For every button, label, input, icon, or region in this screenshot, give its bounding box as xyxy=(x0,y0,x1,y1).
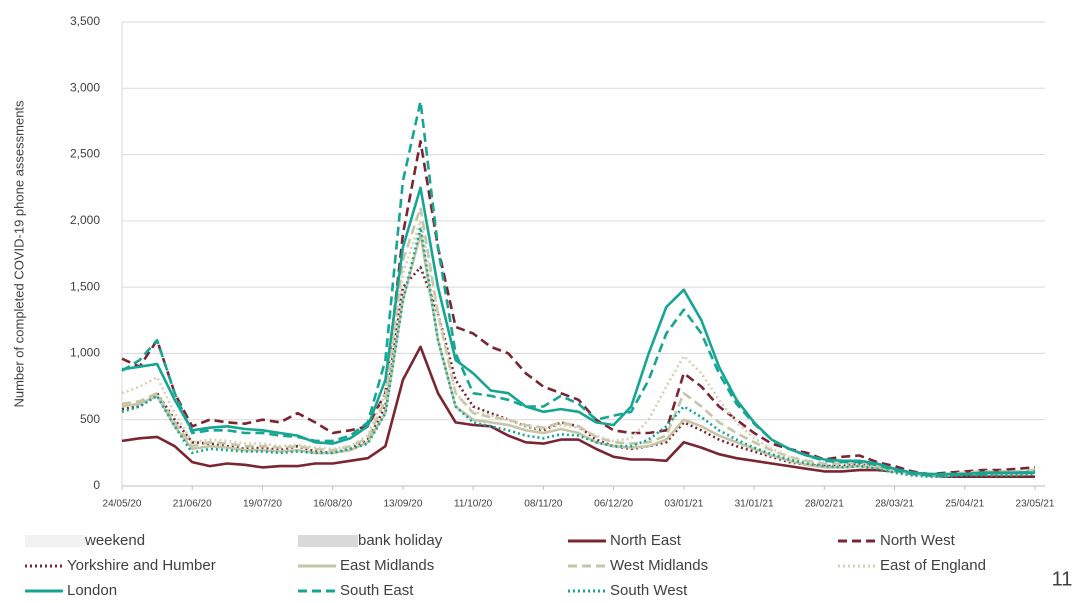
legend-label: East Midlands xyxy=(340,557,434,574)
x-tick-label: 21/06/20 xyxy=(173,499,212,510)
legend-label: London xyxy=(67,582,117,598)
x-tick-label: 13/09/20 xyxy=(383,499,422,510)
page-number: 11 xyxy=(1052,568,1073,590)
legend-swatch xyxy=(298,535,358,547)
x-tick-label: 03/01/21 xyxy=(664,499,703,510)
legend-label: Yorkshire and Humber xyxy=(67,557,216,574)
x-tick-label: 06/12/20 xyxy=(594,499,633,510)
series-line xyxy=(121,266,1036,477)
x-tick-label: 25/04/21 xyxy=(945,499,984,510)
legend-label: South East xyxy=(340,582,414,598)
legend-label: bank holiday xyxy=(358,532,443,549)
legend-swatch xyxy=(25,535,85,547)
series-line xyxy=(121,140,1036,476)
legend-label: North West xyxy=(880,532,956,549)
legend-label: South West xyxy=(610,582,688,598)
y-tick-label: 1,500 xyxy=(70,279,100,293)
y-tick-label: 2,500 xyxy=(70,147,100,161)
legend-label: weekend xyxy=(84,532,145,549)
x-tick-label: 28/03/21 xyxy=(875,499,914,510)
x-tick-label: 19/07/20 xyxy=(243,499,282,510)
y-tick-label: 500 xyxy=(80,412,100,426)
legend-label: North East xyxy=(610,532,682,549)
x-tick-label: 23/05/21 xyxy=(1016,499,1055,510)
series-line xyxy=(121,219,1035,477)
series-line xyxy=(121,226,1036,478)
x-tick-label: 11/10/20 xyxy=(454,499,493,510)
x-tick-label: 31/01/21 xyxy=(735,499,774,510)
series-line xyxy=(121,100,1036,477)
y-tick-label: 1,000 xyxy=(70,346,100,360)
x-tick-label: 24/05/20 xyxy=(103,499,142,510)
series-line xyxy=(121,186,1035,476)
series-line xyxy=(121,206,1036,476)
y-tick-label: 0 xyxy=(93,478,100,492)
x-tick-label: 28/02/21 xyxy=(805,499,844,510)
y-tick-label: 2,000 xyxy=(70,213,100,227)
x-tick-label: 16/08/20 xyxy=(313,499,352,510)
y-tick-label: 3,000 xyxy=(70,80,100,94)
legend-label: West Midlands xyxy=(610,557,708,574)
legend-label: East of England xyxy=(880,557,986,574)
y-axis-label: Number of completed COVID-19 phone asses… xyxy=(11,100,26,408)
x-tick-label: 08/11/20 xyxy=(524,499,563,510)
y-tick-label: 3,500 xyxy=(70,14,100,28)
